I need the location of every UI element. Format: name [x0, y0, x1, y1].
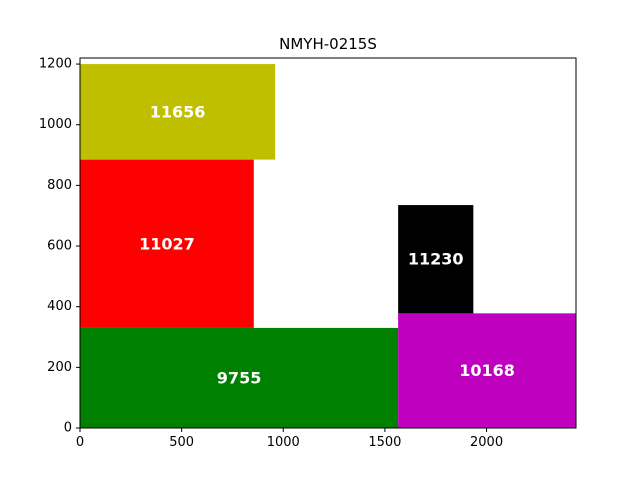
- y-tick-label-200: 200: [47, 360, 72, 375]
- chart-title: NMYH-0215S: [279, 35, 377, 53]
- y-tick-label-1000: 1000: [39, 117, 72, 132]
- x-tick-label-2000: 2000: [470, 435, 503, 450]
- y-tick-label-0: 0: [64, 421, 72, 436]
- y-axis: 0 200 400 600 800 1000 1200: [39, 57, 80, 436]
- rect-label-9755: 9755: [217, 368, 262, 387]
- y-tick-label-800: 800: [47, 178, 72, 193]
- y-tick-label-400: 400: [47, 299, 72, 314]
- y-tick-label-1200: 1200: [39, 57, 72, 72]
- rect-11656: [80, 64, 276, 160]
- rect-11230: [398, 205, 474, 314]
- x-axis: 0 500 1000 1500 2000: [76, 428, 503, 450]
- y-tick-label-600: 600: [47, 239, 72, 254]
- plot-frame: [79, 57, 577, 429]
- rect-11027: [80, 159, 254, 328]
- x-tick-label-500: 500: [169, 435, 194, 450]
- rect-label-11656: 11656: [150, 102, 206, 121]
- rect-label-11230: 11230: [408, 250, 464, 269]
- rect-label-10168: 10168: [459, 361, 515, 380]
- rect-label-11027: 11027: [139, 234, 195, 253]
- x-tick-label-0: 0: [76, 435, 84, 450]
- rect-9755: [80, 327, 399, 428]
- rect-labels-layer: 9755 10168 11027 11230 11656: [139, 102, 515, 387]
- x-tick-label-1500: 1500: [368, 435, 401, 450]
- rect-10168: [398, 313, 576, 428]
- x-tick-label-1000: 1000: [267, 435, 300, 450]
- rects-layer: [80, 64, 576, 428]
